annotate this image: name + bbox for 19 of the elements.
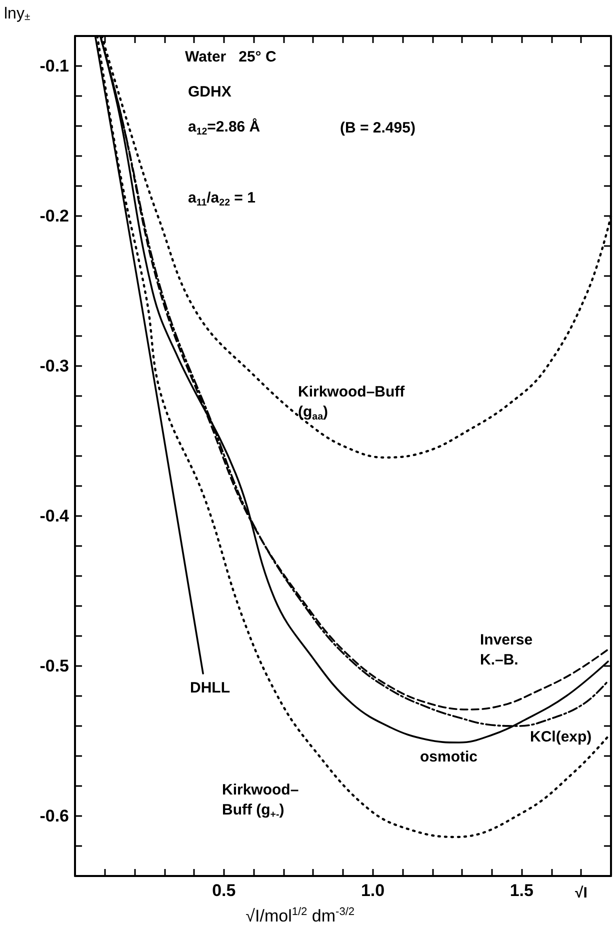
y-tick-label: -0.3 <box>40 356 69 376</box>
text: √I <box>575 884 588 902</box>
annotation: (B = 2.495) <box>340 120 416 136</box>
annotation: KCl(exp) <box>530 728 592 746</box>
y-tick-label: -0.5 <box>40 656 69 676</box>
x-tick-label: 1.0 <box>360 881 385 900</box>
y-tick-label: -0.2 <box>40 206 69 226</box>
annotation: Inverse K.–B. <box>480 632 533 668</box>
x-tick-label: 0.5 <box>212 881 236 900</box>
annotation: Water 25° C <box>185 48 276 66</box>
x-tick-label: 1.5 <box>510 881 534 900</box>
annotation: GDHX <box>188 84 232 100</box>
y-axis-title: lny± <box>4 6 30 24</box>
annotation: Kirkwood– Buff (g+-) <box>222 782 299 820</box>
y-tick-label: -0.4 <box>40 506 70 526</box>
y-tick-label: -0.1 <box>40 56 69 76</box>
annotation: osmotic <box>420 748 478 766</box>
annotation: DHLL <box>190 680 230 696</box>
y-tick-label: -0.6 <box>40 806 69 826</box>
